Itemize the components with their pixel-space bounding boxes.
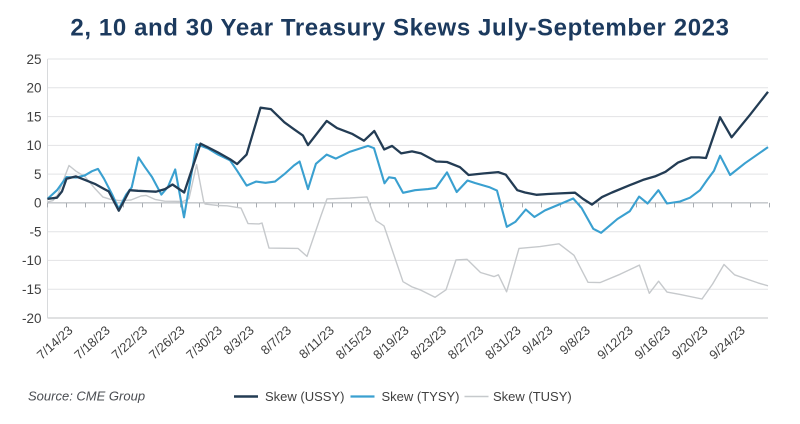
svg-text:20: 20 [26, 81, 41, 96]
svg-text:Skew (USSY): Skew (USSY) [265, 389, 344, 404]
svg-text:10: 10 [26, 138, 41, 153]
svg-text:Source: CME Group: Source: CME Group [28, 389, 145, 404]
svg-text:-15: -15 [22, 282, 42, 297]
svg-text:5: 5 [34, 167, 42, 182]
svg-text:25: 25 [26, 52, 41, 67]
svg-text:Skew (TUSY): Skew (TUSY) [493, 389, 572, 404]
svg-text:-20: -20 [22, 311, 42, 326]
svg-text:-5: -5 [29, 225, 41, 240]
svg-text:2, 10 and 30 Year Treasury Ske: 2, 10 and 30 Year Treasury Skews July-Se… [70, 15, 729, 42]
svg-text:-10: -10 [22, 253, 42, 268]
svg-text:0: 0 [34, 196, 42, 211]
svg-text:Skew (TYSY): Skew (TYSY) [382, 389, 460, 404]
svg-text:15: 15 [26, 109, 41, 124]
